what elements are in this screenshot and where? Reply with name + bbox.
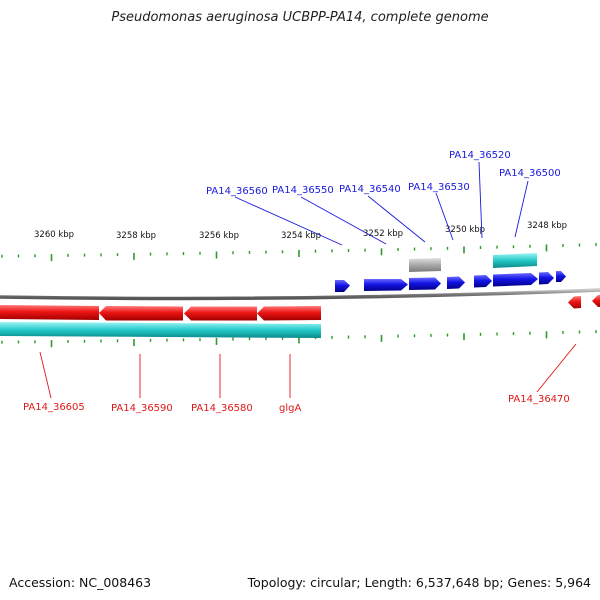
- reverse-gene[interactable]: [592, 295, 600, 307]
- forward-gene-labels: PA14_36560 PA14_36550 PA14_36540 PA14_36…: [206, 150, 561, 197]
- scale-label: 3250 kbp: [445, 225, 485, 235]
- reverse-gene[interactable]: [568, 296, 581, 309]
- topology-text: Topology: circular; Length: 6,537,648 bp…: [247, 575, 591, 590]
- forward-gene[interactable]: [556, 271, 566, 282]
- forward-gene-track: [335, 271, 566, 292]
- forward-gene[interactable]: [539, 272, 554, 285]
- scale-label: 3258 kbp: [116, 231, 156, 241]
- reverse-gene[interactable]: [184, 306, 257, 321]
- forward-gene[interactable]: [474, 275, 492, 288]
- gene-label[interactable]: PA14_36580: [191, 403, 253, 414]
- reverse-gene[interactable]: [0, 305, 99, 320]
- diagram-title: Pseudomonas aeruginosa UCBPP-PA14, compl…: [111, 10, 489, 25]
- reverse-gene[interactable]: [257, 306, 321, 321]
- cyan-feature-band: [0, 322, 321, 338]
- forward-gene[interactable]: [409, 277, 441, 291]
- forward-gene[interactable]: [335, 280, 350, 292]
- scale-label: 3260 kbp: [34, 230, 74, 240]
- scale-label: 3252 kbp: [363, 229, 403, 239]
- gene-label[interactable]: PA14_36500: [499, 168, 561, 179]
- scale-label: 3256 kbp: [199, 231, 239, 241]
- gray-feature: [409, 258, 441, 272]
- reverse-gene-track: [0, 295, 600, 321]
- scale-label: 3254 kbp: [281, 231, 321, 241]
- scale-labels: 3260 kbp 3258 kbp 3256 kbp 3254 kbp 3252…: [34, 221, 567, 241]
- genome-backbone: [0, 288, 600, 301]
- cyan-feature-upper: [493, 253, 537, 268]
- gene-label[interactable]: PA14_36590: [111, 403, 173, 414]
- reverse-leader-lines: [39, 343, 577, 399]
- accession-text: Accession: NC_008463: [9, 575, 152, 590]
- gene-label[interactable]: PA14_36605: [23, 402, 85, 413]
- gene-label[interactable]: PA14_36540: [339, 184, 401, 195]
- forward-gene[interactable]: [493, 273, 538, 287]
- forward-gene[interactable]: [447, 276, 465, 290]
- scale-label: 3248 kbp: [527, 221, 567, 231]
- gene-label[interactable]: PA14_36520: [449, 150, 511, 161]
- reverse-gene[interactable]: [99, 306, 183, 321]
- gene-label[interactable]: glgA: [279, 403, 301, 414]
- lower-tick-row: [1, 330, 597, 348]
- gene-label[interactable]: PA14_36530: [408, 182, 470, 193]
- gene-label[interactable]: PA14_36470: [508, 394, 570, 405]
- forward-leader-lines: [234, 161, 529, 246]
- reverse-gene-labels: PA14_36605 PA14_36590 PA14_36580 glgA PA…: [23, 394, 570, 414]
- gene-label[interactable]: PA14_36550: [272, 185, 334, 196]
- forward-gene[interactable]: [364, 279, 408, 291]
- gene-label[interactable]: PA14_36560: [206, 186, 268, 197]
- upper-tick-row: [1, 243, 597, 262]
